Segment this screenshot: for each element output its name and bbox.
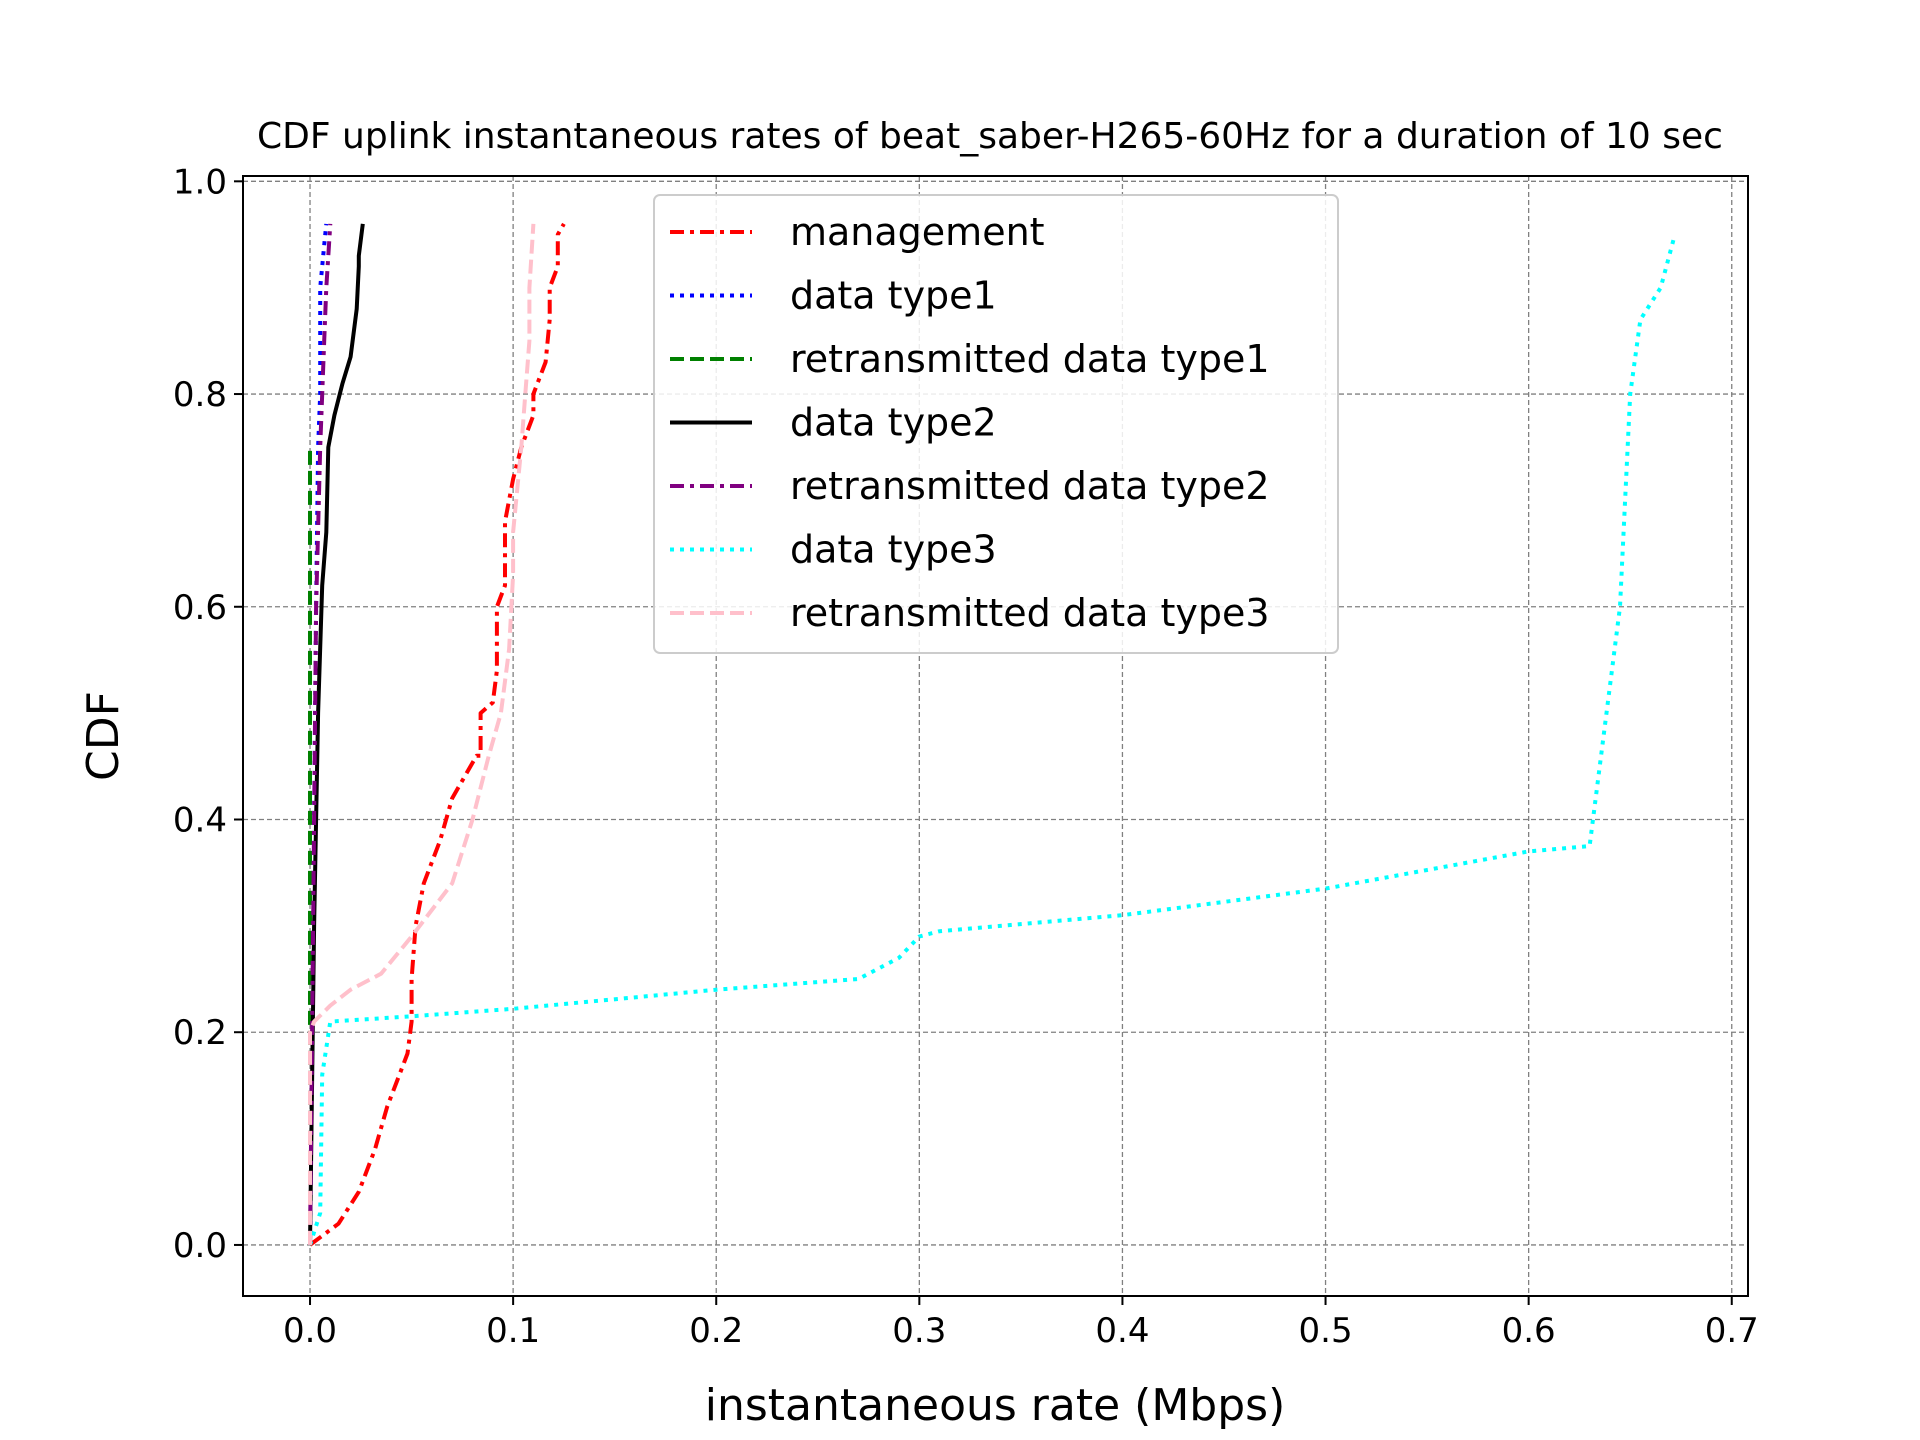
y-tick-label: 0.8 — [173, 375, 227, 415]
legend-label: data type3 — [790, 528, 997, 572]
series-line-1 — [308, 222, 566, 1247]
x-tick-label: 0.4 — [1095, 1311, 1149, 1351]
legend-box — [653, 194, 1339, 654]
y-tick-label: 0.6 — [173, 588, 227, 628]
x-tick-label: 0.1 — [486, 1311, 540, 1351]
legend-label: retransmitted data type2 — [790, 464, 1270, 508]
x-tick-label: 0.3 — [892, 1311, 946, 1351]
x-axis-title: instantaneous rate (Mbps) — [705, 1380, 1285, 1431]
x-tick-label: 0.6 — [1502, 1311, 1556, 1351]
x-tick-label: 0.2 — [689, 1311, 743, 1351]
plot-frame — [242, 175, 1749, 1297]
legend-label: retransmitted data type1 — [790, 337, 1270, 381]
legend-label: retransmitted data type3 — [790, 591, 1270, 635]
series-line-4 — [308, 223, 365, 1245]
x-tick-label: 0.5 — [1299, 1311, 1353, 1351]
series-line-7 — [308, 223, 536, 1245]
y-tick-label: 0.2 — [173, 1013, 227, 1053]
chart-title: CDF uplink instantaneous rates of beat_s… — [257, 116, 1723, 157]
legend: management data type1 retransmitted data t… — [653, 194, 1339, 654]
series-layer — [308, 222, 1677, 1247]
x-tick-label: 0.0 — [283, 1311, 337, 1351]
legend-label: data type2 — [790, 401, 997, 445]
x-tick-label: 0.7 — [1705, 1311, 1759, 1351]
y-axis-title: CDF — [78, 691, 129, 781]
series-line-6 — [308, 233, 1677, 1246]
legend-label: management — [790, 210, 1045, 254]
legend-label: data type1 — [790, 274, 997, 318]
y-tick-label: 0.0 — [173, 1226, 227, 1266]
y-tick-label: 1.0 — [173, 162, 227, 202]
ticks: 0.0 0.1 0.2 0.3 0.4 0.5 0.6 0.7 0.0 0.2 0.4 0.6 0.8 1… — [173, 162, 1759, 1351]
series-line-5 — [308, 223, 333, 1245]
y-tick-label: 0.4 — [173, 800, 227, 840]
